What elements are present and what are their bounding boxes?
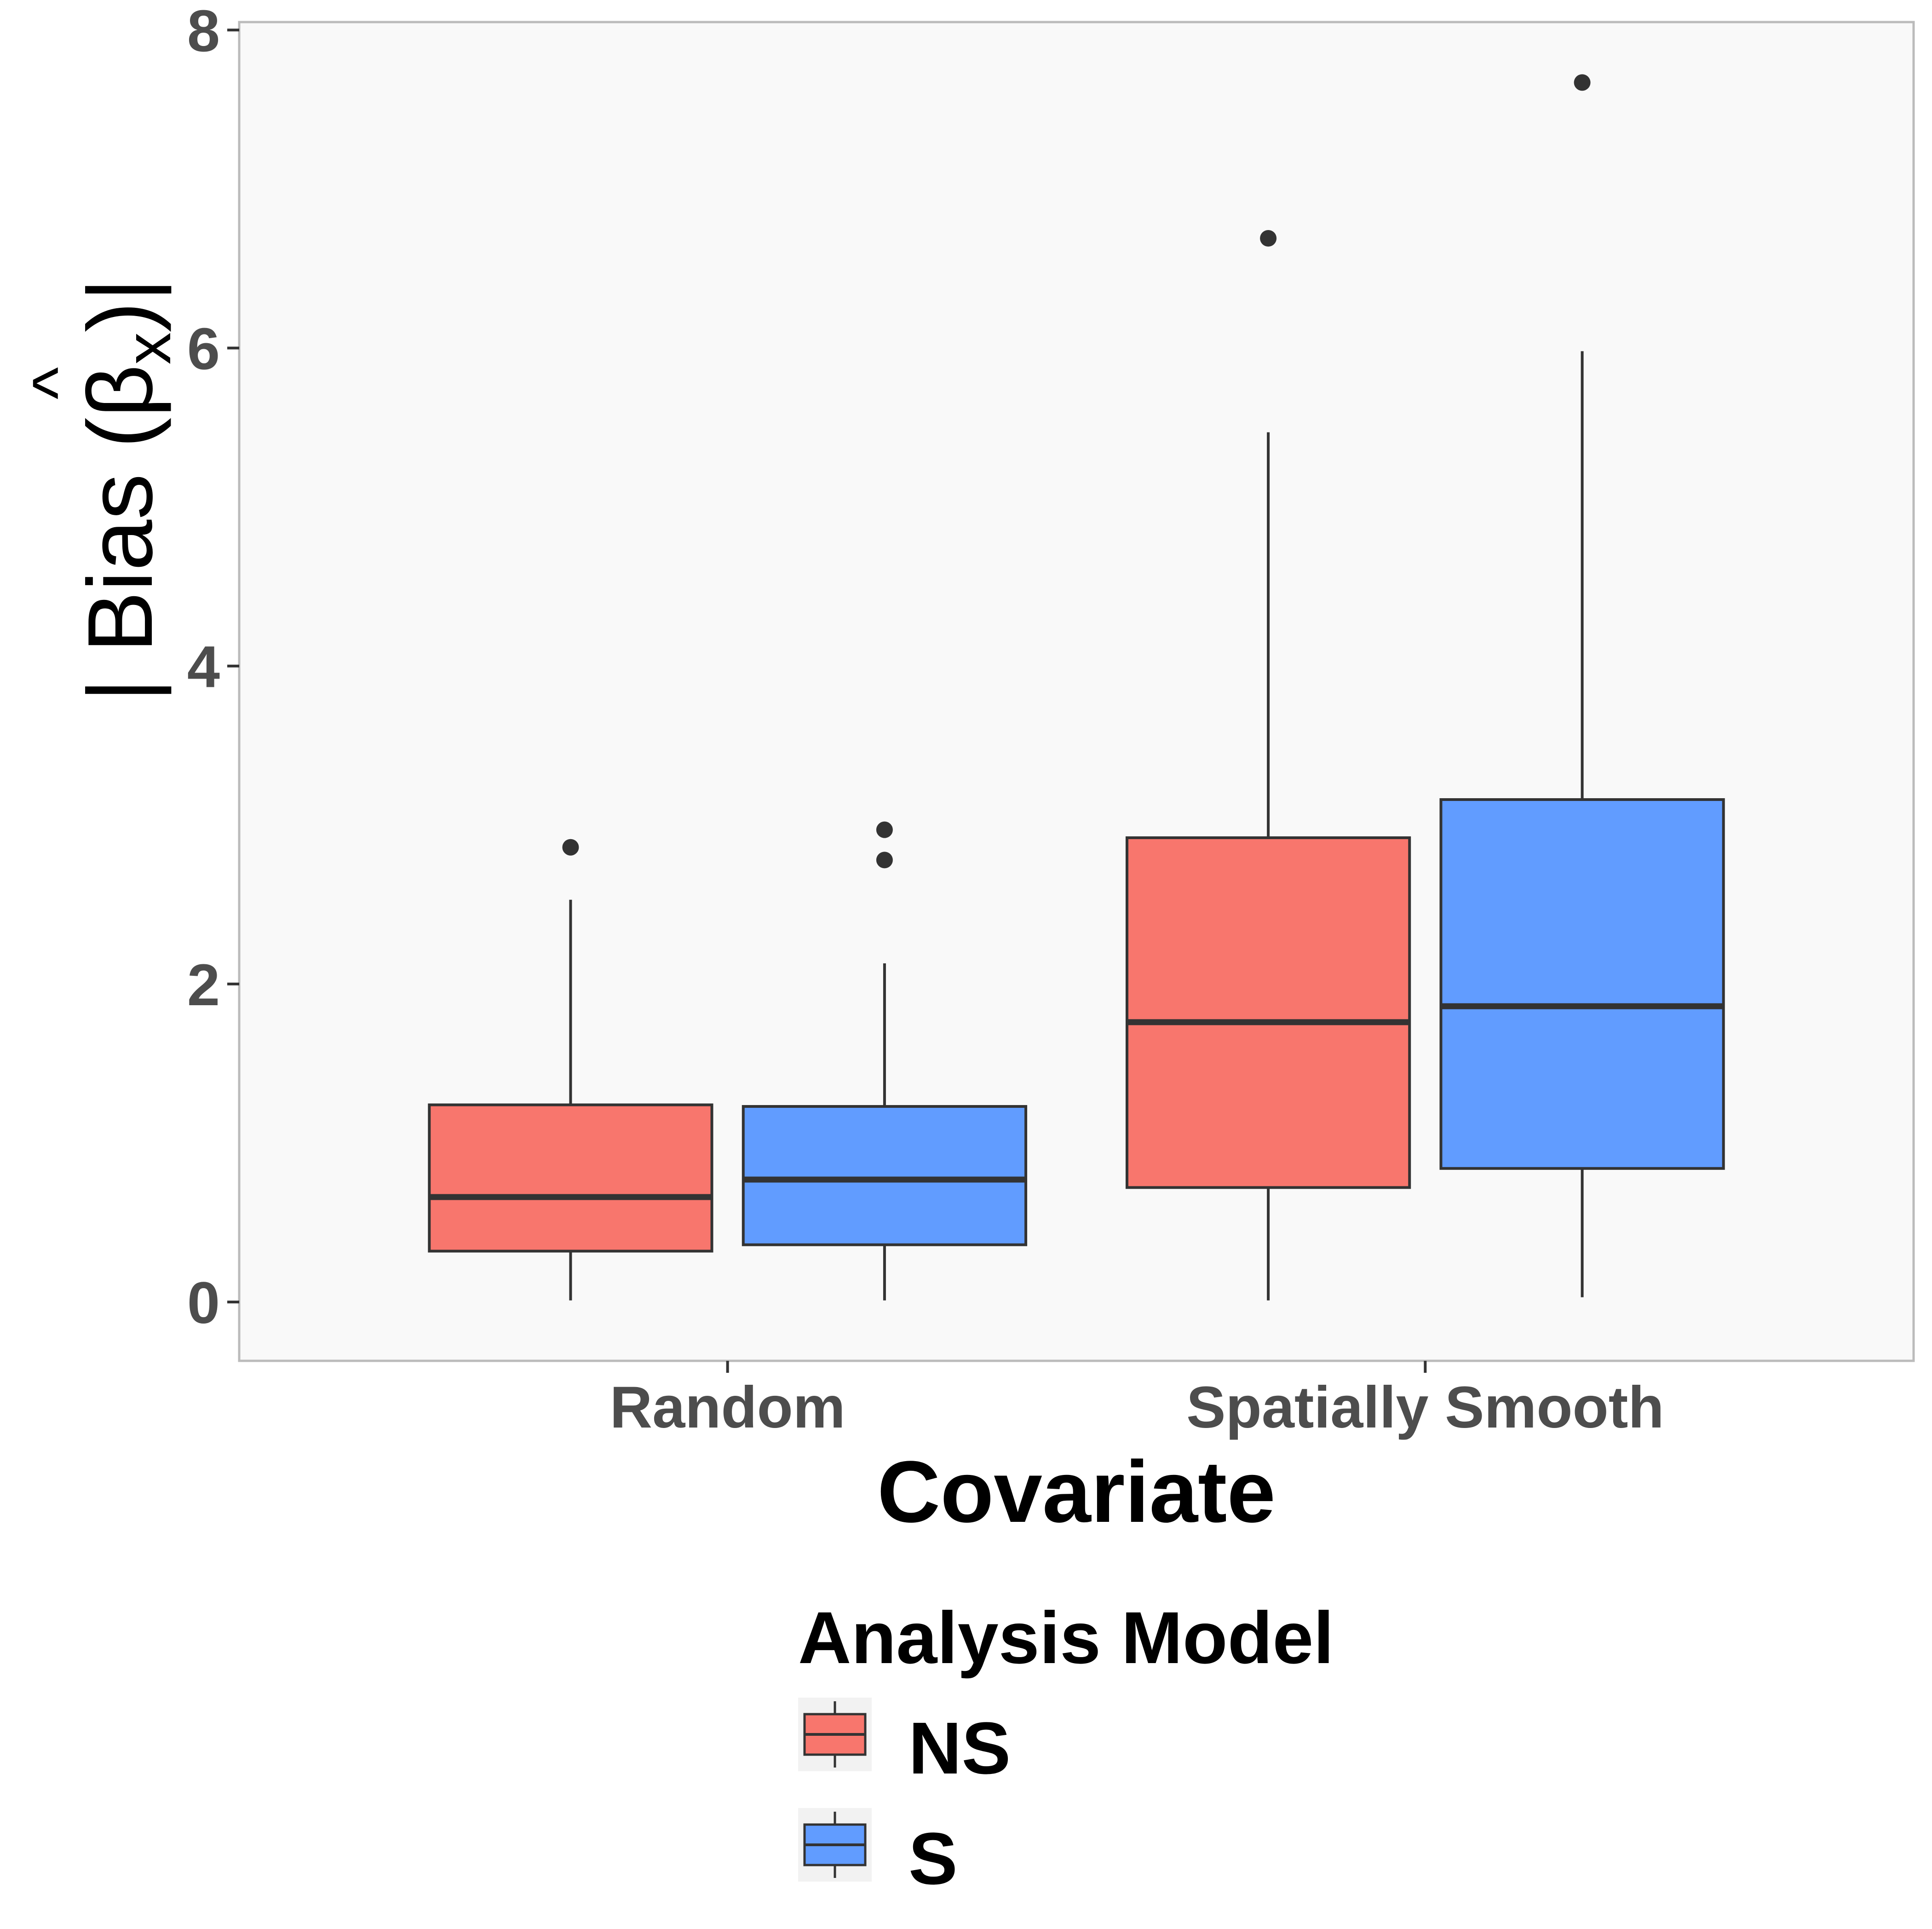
box-ns-random-outlier-0 — [562, 839, 579, 856]
y-axis-title-prefix: | Bias ( — [69, 417, 172, 702]
box-s-spatially-smooth-outlier-0 — [1574, 74, 1591, 91]
box-ns-random — [428, 839, 713, 1301]
y-axis: 0 2 4 6 8 — [187, 0, 239, 1336]
box-ns-random-iqr — [428, 1103, 713, 1253]
box-ns-spatially-smooth-outlier-0 — [1260, 230, 1277, 247]
box-s-spatially-smooth-iqr — [1439, 798, 1725, 1170]
legend-key-s — [798, 1808, 872, 1882]
y-axis-title-subscript: x — [112, 332, 184, 364]
boxes-layer — [428, 74, 1725, 1301]
legend-title: Analysis Model — [798, 1596, 1334, 1679]
x-axis: Random Spatially Smooth — [610, 1361, 1664, 1440]
y-axis-title-suffix: )| — [69, 278, 172, 333]
y-tick-label-2: 2 — [187, 952, 220, 1018]
legend-label-s: S — [908, 1817, 958, 1900]
legend-label-ns: NS — [908, 1707, 1011, 1789]
box-ns-spatially-smooth-iqr — [1125, 836, 1411, 1189]
legend-key-ns — [798, 1698, 872, 1771]
svg-text:| Bias (βx)|: | Bias (βx)| — [69, 278, 184, 702]
legend: Analysis Model NS S — [798, 1596, 1334, 1900]
x-tick-label-random: Random — [610, 1375, 845, 1440]
box-s-random — [742, 821, 1028, 1301]
y-axis-title: | Bias (βx)| ^ — [18, 278, 184, 702]
y-tick-label-6: 6 — [187, 316, 220, 382]
box-ns-spatially-smooth — [1125, 230, 1411, 1301]
x-axis-title: Covariate — [877, 1443, 1276, 1541]
x-tick-label-spatially-smooth: Spatially Smooth — [1186, 1375, 1664, 1440]
y-tick-label-8: 8 — [187, 0, 220, 64]
box-s-random-iqr — [742, 1105, 1028, 1246]
y-tick-label-0: 0 — [187, 1270, 220, 1336]
y-tick-label-4: 4 — [187, 634, 220, 700]
legend-keys — [798, 1698, 872, 1882]
box-s-spatially-smooth — [1439, 74, 1725, 1297]
y-axis-title-hat: ^ — [18, 367, 95, 399]
y-axis-title-symbol: β — [69, 364, 172, 417]
box-s-random-outlier-1 — [876, 821, 893, 838]
box-s-random-outlier-0 — [876, 852, 893, 869]
